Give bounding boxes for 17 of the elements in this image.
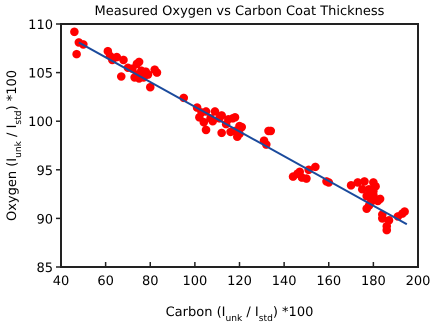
y-tick-label: 85 — [36, 261, 53, 276]
x-tick-label: 140 — [272, 274, 297, 289]
x-tick-label: 160 — [316, 274, 342, 289]
x-tick-label: 200 — [406, 274, 430, 289]
x-tick-label: 120 — [227, 274, 252, 289]
y-tick-label: 100 — [28, 115, 53, 130]
x-tick-label: 100 — [182, 274, 208, 289]
y-tick-label: 105 — [28, 66, 53, 82]
x-tick-label: 40 — [52, 274, 70, 289]
y-tick-label: 95 — [36, 164, 53, 179]
y-tick-label: 110 — [28, 18, 53, 33]
x-tick-label: 180 — [360, 274, 386, 289]
y-tick-label: 90 — [36, 212, 53, 228]
chart-title: Measured Oxygen vs Carbon Coat Thickness — [94, 4, 385, 19]
x-tick-label: 80 — [142, 274, 159, 289]
x-tick-label: 60 — [97, 274, 114, 289]
x-axis-title: Carbon (I$_{unk}$ / I$_{std}$) *100 — [166, 305, 314, 324]
